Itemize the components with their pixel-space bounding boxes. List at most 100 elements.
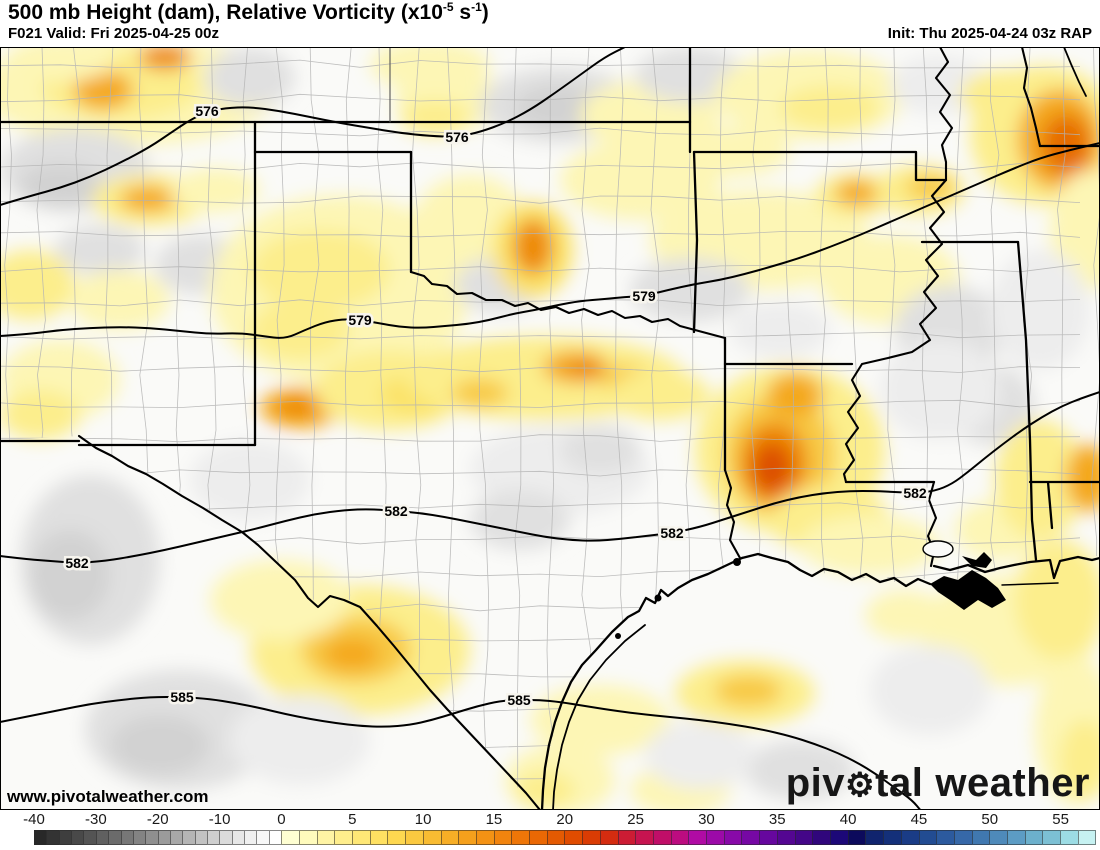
- vorticity-blob: [870, 645, 990, 735]
- county-line-h: [0, 263, 1081, 273]
- colorbar-cell: [108, 830, 121, 845]
- contour-label: 579: [632, 288, 656, 304]
- weather-map: 576 576 579 579 582 582 582 582 585 585 www.pivot…: [0, 47, 1100, 810]
- county-line-h: [0, 229, 1081, 238]
- colorbar-cell: [670, 830, 689, 845]
- colorbar-tick: 20: [556, 811, 574, 828]
- colorbar-tick-labels: -40 -30 -20 -10 0 5 10 15 20 25 30 35 40 45 50 55: [23, 811, 1096, 829]
- vorticity-blob: [880, 340, 1000, 440]
- vorticity-blob: [610, 370, 710, 420]
- colorbar-cell: [71, 830, 84, 845]
- colorbar-tick: 5: [348, 811, 357, 828]
- colorbar-tick: 25: [627, 811, 644, 828]
- vorticity-blob: [645, 720, 755, 790]
- colorbar-cell: [475, 830, 494, 845]
- colorbar-cell: [706, 830, 724, 845]
- colorbar-cell: [369, 830, 388, 845]
- colorbar-tick: 35: [768, 811, 786, 828]
- height-contour-582: [0, 391, 1100, 564]
- colorbar-cell: [829, 830, 848, 845]
- red-river-border: [409, 270, 727, 340]
- colorbar-cell: [652, 830, 671, 845]
- contour-label: 582: [660, 525, 684, 541]
- init-time-label: Init: Thu 2025-04-24 03z RAP: [887, 25, 1092, 42]
- colorbar-cell: [120, 830, 133, 845]
- vorticity-blob: [277, 396, 317, 418]
- colorbar-cell: [546, 830, 565, 845]
- colorbar-cell: [132, 830, 146, 845]
- map-canvas: 576 576 579 579 582 582 582 582 585 585: [0, 47, 1100, 810]
- vorticity-blob: [370, 47, 490, 90]
- watermark-url: www.pivotalweather.com: [7, 787, 209, 806]
- colorbar-cells: [34, 830, 1096, 845]
- vorticity-blob: [400, 100, 470, 136]
- colorbar-cell: [847, 830, 866, 845]
- lake-pontchartrain: [922, 540, 954, 558]
- colorbar-cell: [194, 830, 208, 845]
- colorbar-cell: [458, 830, 476, 845]
- vorticity-blob: [767, 373, 823, 417]
- colorbar-cell: [268, 830, 282, 845]
- vorticity-blob: [250, 300, 350, 360]
- colorbar-cell: [352, 830, 370, 845]
- vorticity-shading: [0, 47, 1100, 810]
- ms-al-coast: [932, 555, 1100, 580]
- colorbar-cell: [794, 830, 813, 845]
- colorbar-cell: [741, 830, 760, 845]
- colorbar-cell: [231, 830, 245, 845]
- texas-gulf-coast: [540, 556, 744, 810]
- page-title: 500 mb Height (dam), Relative Vorticity …: [8, 0, 489, 24]
- vorticity-blob: [745, 740, 855, 800]
- colorbar-cell: [865, 830, 884, 845]
- county-line-h: [0, 162, 1081, 171]
- colorbar-cell: [759, 830, 777, 845]
- height-contours: [0, 47, 1100, 810]
- colorbar-cell: [599, 830, 618, 845]
- vorticity-blob: [568, 359, 608, 381]
- border-al-fl: [1028, 480, 1100, 530]
- colorbar-cell: [900, 830, 919, 845]
- contour-label: 579: [348, 312, 372, 328]
- county-line-h: [0, 195, 1081, 204]
- vorticity-blob: [800, 515, 940, 575]
- vorticity-blob: [120, 186, 176, 212]
- vorticity-blob: [452, 379, 508, 407]
- colorbar-cell: [244, 830, 257, 845]
- colorbar-cell: [219, 830, 232, 845]
- delta-wetlands: [962, 552, 992, 568]
- colorbar-cell: [493, 830, 512, 845]
- gear-icon: ⚙: [845, 766, 876, 803]
- colorbar: -40 -30 -20 -10 0 5 10 15 20 25 30 35 40 45 50 55: [0, 810, 1100, 850]
- vorticity-blob: [210, 560, 350, 640]
- border-mo-ar: [692, 150, 948, 182]
- colorbar-cell: [334, 830, 352, 845]
- vorticity-blob: [1060, 720, 1100, 800]
- colorbar-cell: [511, 830, 530, 845]
- vorticity-blob: [752, 442, 792, 494]
- county-line-h: [0, 331, 1081, 340]
- vorticity-blob: [30, 530, 110, 620]
- colorbar-tick: 30: [698, 811, 715, 828]
- border-ms-al: [1016, 240, 1038, 562]
- colorbar-tick: 40: [839, 811, 857, 828]
- colorbar-tick: -20: [146, 811, 169, 828]
- vorticity-blob: [714, 675, 782, 707]
- colorbar-cell: [256, 830, 269, 845]
- colorbar-tick: 15: [485, 811, 503, 828]
- colorbar-tick: 10: [414, 811, 432, 828]
- mississippi-river: [842, 47, 954, 484]
- colorbar-cell: [883, 830, 901, 845]
- colorbar-cell: [34, 830, 47, 845]
- vorticity-blob: [110, 715, 210, 775]
- colorbar-cell: [723, 830, 742, 845]
- colorbar-cell: [953, 830, 972, 845]
- map-header: 500 mb Height (dam), Relative Vorticity …: [0, 0, 1100, 47]
- colorbar-cell: [1042, 830, 1061, 845]
- pivotal-weather-logo: piv⚙tal weather: [786, 761, 1090, 806]
- vorticity-blob: [55, 225, 145, 275]
- vorticity-blob: [250, 230, 390, 310]
- county-line-h: [0, 93, 1081, 103]
- vorticity-blob: [995, 420, 1085, 540]
- contour-label: 585: [507, 692, 531, 708]
